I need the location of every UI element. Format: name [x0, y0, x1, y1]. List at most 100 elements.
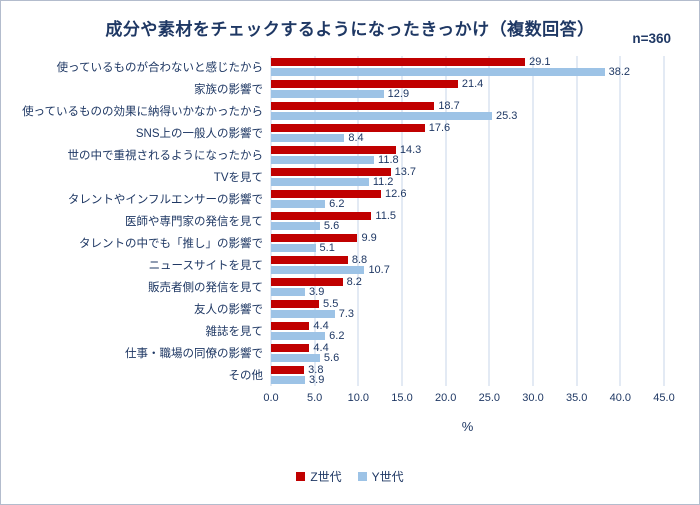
chart-row: 家族の影響で 21.4 12.9 [13, 78, 664, 100]
value-label: 38.2 [608, 66, 631, 78]
bar-Z世代 [271, 256, 348, 264]
x-axis-tick: 5.0 [307, 392, 323, 404]
value-label: 14.3 [399, 144, 422, 156]
value-label: 12.9 [387, 88, 410, 100]
bar-track: 3.8 3.9 [271, 364, 664, 386]
bar-track: 21.4 12.9 [271, 78, 664, 100]
bar-Z世代 [271, 234, 358, 242]
chart-row: 販売者側の発信を見て 8.2 3.9 [13, 276, 664, 298]
value-label: 7.3 [338, 308, 355, 320]
legend-swatch [296, 472, 306, 481]
gridline [270, 56, 272, 386]
legend-item-Y世代: Y世代 [357, 468, 404, 485]
bar-track: 29.1 38.2 [271, 56, 664, 78]
value-label: 11.2 [372, 176, 394, 188]
bar-group-Z世代: 12.6 [271, 189, 664, 200]
bar-group-Y世代: 6.2 [271, 199, 664, 210]
value-label: 6.2 [329, 330, 345, 342]
gridline [357, 56, 359, 386]
bar-Z世代 [271, 80, 458, 88]
bar-group-Y世代: 3.9 [271, 286, 664, 298]
bar-group-Z世代: 18.7 [271, 101, 664, 112]
chart-row: SNS上の一般人の影響で 17.6 8.4 [13, 122, 664, 144]
bar-Y世代 [271, 266, 365, 274]
bar-Y世代 [271, 354, 320, 362]
gridline [532, 56, 534, 386]
bar-Y世代 [271, 68, 605, 76]
gridline [488, 56, 490, 386]
category-label: タレントやインフルエンサーの影響で [67, 194, 263, 206]
category-label: 友人の影響で [194, 304, 263, 316]
bar-Z世代 [271, 124, 425, 132]
bar-track: 13.7 11.2 [271, 166, 664, 188]
bar-Y世代 [271, 376, 306, 384]
value-label: 5.1 [319, 242, 335, 254]
category-label: 雑誌を見て [205, 326, 264, 338]
x-axis-tick: 40.0 [609, 392, 632, 404]
bar-track: 4.4 6.2 [271, 320, 664, 342]
bar-track: 9.9 5.1 [271, 232, 664, 254]
gridline [619, 56, 621, 386]
value-label: 4.4 [313, 342, 329, 354]
category-label: ニュースサイトを見て [148, 260, 263, 272]
category-label: 仕事・職場の同僚の影響で [125, 348, 263, 360]
gridline [576, 56, 578, 386]
bar-Z世代 [271, 190, 382, 198]
gridline [314, 56, 316, 386]
value-label: 25.3 [495, 110, 518, 122]
category-label: 使っているものの効果に納得いかなかったから [22, 106, 263, 118]
value-label: 5.6 [323, 220, 340, 232]
bar-group-Z世代: 11.5 [271, 211, 664, 222]
category-label: 家族の影響で [194, 84, 263, 96]
x-axis-title: % [461, 419, 474, 434]
bar-Y世代 [271, 222, 320, 230]
x-axis-tick: 10.0 [347, 392, 370, 404]
bar-group-Z世代: 3.8 [271, 364, 664, 376]
bar-group-Y世代: 25.3 [271, 110, 664, 122]
x-axis-tick: 25.0 [478, 392, 501, 404]
chart-row: タレントの中でも「推し」の影響で 9.9 5.1 [13, 232, 664, 254]
category-label: タレントの中でも「推し」の影響で [79, 238, 263, 250]
bar-Z世代 [271, 300, 320, 308]
value-label: 17.6 [428, 122, 451, 134]
x-axis-tick: 15.0 [391, 392, 413, 404]
bar-Z世代 [271, 168, 391, 176]
bar-group-Y世代: 5.6 [271, 353, 664, 364]
bar-Y世代 [271, 288, 306, 296]
value-label: 21.4 [461, 78, 484, 90]
value-label: 3.8 [308, 364, 324, 376]
bar-track: 8.8 10.7 [271, 254, 664, 276]
legend-item-Z世代: Z世代 [296, 468, 342, 485]
value-label: 8.4 [348, 132, 364, 144]
bar-group-Z世代: 29.1 [271, 57, 664, 68]
bar-group-Y世代: 5.1 [271, 242, 664, 254]
bar-group-Z世代: 21.4 [271, 78, 664, 90]
value-label: 8.2 [346, 276, 362, 288]
legend-swatch [357, 472, 367, 481]
gridline [401, 56, 403, 386]
chart-row: TVを見て 13.7 11.2 [13, 166, 664, 188]
bar-track: 14.3 11.8 [271, 144, 664, 166]
value-label: 3.9 [309, 286, 325, 298]
gridlines [270, 56, 665, 386]
chart-row: 使っているものの効果に納得いかなかったから 18.7 25.3 [13, 100, 664, 122]
bar-rows: 使っているものが合わないと感じたから 29.1 38.2 家族の影響で 21.4 12.9… [13, 56, 664, 386]
chart-row: 医師や専門家の発信を見て 11.5 5.6 [13, 210, 664, 232]
bar-group-Z世代: 5.5 [271, 299, 664, 310]
category-label: その他 [228, 370, 264, 382]
chart-row: 雑誌を見て 4.4 6.2 [13, 320, 664, 342]
chart-row: ニュースサイトを見て 8.8 10.7 [13, 254, 664, 276]
legend: Z世代 Y世代 [1, 468, 699, 485]
bar-group-Z世代: 14.3 [271, 144, 664, 156]
bar-group-Z世代: 17.6 [271, 122, 664, 134]
bar-Z世代 [271, 102, 435, 110]
bar-group-Y世代: 11.8 [271, 155, 664, 166]
bar-group-Y世代: 38.2 [271, 66, 664, 78]
bar-group-Y世代: 11.2 [271, 176, 664, 188]
x-axis-ticks: 0.0 5.0 10.0 15.0 20.0 25.0 30.0 35.0 40.0 45.0 [263, 392, 674, 407]
chart-row: 友人の影響で 5.5 7.3 [13, 298, 664, 320]
bar-group-Y世代: 5.6 [271, 220, 664, 232]
bar-track: 12.6 6.2 [271, 188, 664, 210]
x-axis-tick: 0.0 [263, 392, 279, 404]
